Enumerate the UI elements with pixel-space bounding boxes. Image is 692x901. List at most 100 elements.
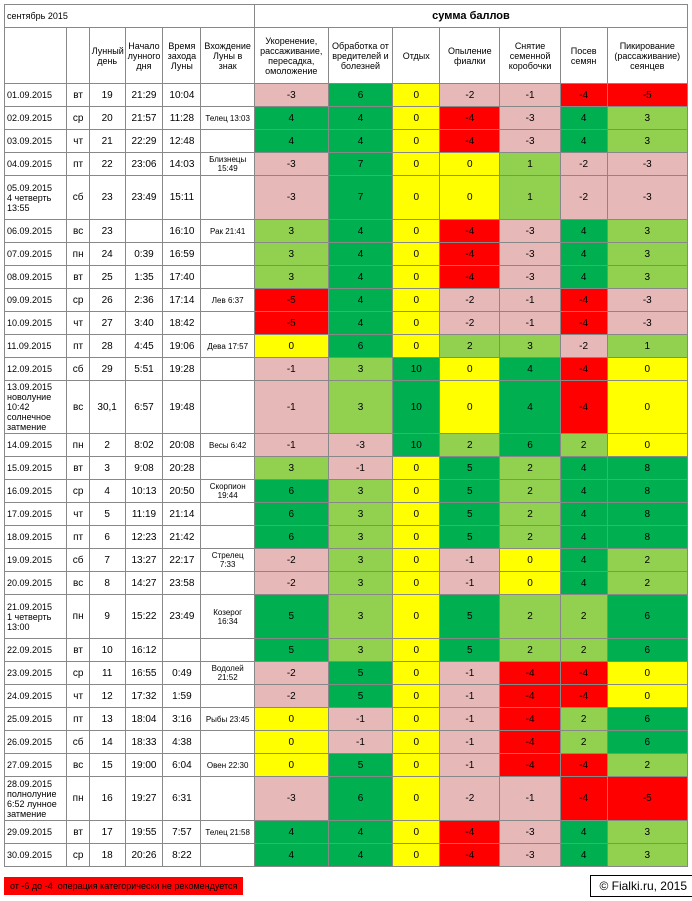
- sign-entry: Близнецы 15:49: [201, 153, 255, 176]
- set-time: 17:14: [163, 289, 201, 312]
- set-time: 7:57: [163, 821, 201, 844]
- sign-entry: [201, 381, 255, 434]
- score-cell: -2: [560, 176, 607, 220]
- date-cell: 04.09.2015: [5, 153, 67, 176]
- score-cell: 0: [393, 130, 440, 153]
- score-cell: -2: [440, 777, 500, 821]
- lunar-day: 23: [89, 220, 125, 243]
- score-cell: 6: [607, 731, 687, 754]
- dow-cell: вс: [67, 754, 89, 777]
- start-time: 21:57: [125, 107, 163, 130]
- start-time: 1:35: [125, 266, 163, 289]
- score-cell: 3: [607, 844, 687, 867]
- set-time: 18:42: [163, 312, 201, 335]
- date-cell: 09.09.2015: [5, 289, 67, 312]
- set-time: [163, 639, 201, 662]
- sign-entry: [201, 176, 255, 220]
- score-cell: 4: [560, 480, 607, 503]
- col-header: Укоренение, рассаживание, пересадка, омо…: [254, 28, 328, 84]
- set-time: 19:06: [163, 335, 201, 358]
- dow-cell: вт: [67, 821, 89, 844]
- score-cell: 3: [254, 243, 328, 266]
- score-cell: 2: [500, 526, 560, 549]
- score-cell: -4: [560, 662, 607, 685]
- score-cell: 3: [607, 130, 687, 153]
- score-cell: -4: [500, 662, 560, 685]
- date-cell: 24.09.2015: [5, 685, 67, 708]
- date-cell: 25.09.2015: [5, 708, 67, 731]
- col-header: Вхождение Луны в знак: [201, 28, 255, 84]
- dow-cell: чт: [67, 130, 89, 153]
- score-cell: 2: [440, 335, 500, 358]
- score-cell: 8: [607, 526, 687, 549]
- set-time: 10:04: [163, 84, 201, 107]
- score-cell: 4: [560, 821, 607, 844]
- score-cell: 4: [500, 381, 560, 434]
- dow-cell: ср: [67, 107, 89, 130]
- start-time: 2:36: [125, 289, 163, 312]
- score-cell: -4: [560, 685, 607, 708]
- score-cell: 1: [500, 153, 560, 176]
- score-cell: 0: [393, 639, 440, 662]
- score-cell: 0: [393, 821, 440, 844]
- score-cell: 0: [393, 549, 440, 572]
- score-cell: -4: [560, 754, 607, 777]
- sign-entry: Рак 21:41: [201, 220, 255, 243]
- score-cell: -1: [440, 662, 500, 685]
- sign-entry: Весы 6:42: [201, 434, 255, 457]
- sign-entry: Водолей 21:52: [201, 662, 255, 685]
- score-cell: -4: [560, 777, 607, 821]
- start-time: 23:06: [125, 153, 163, 176]
- score-cell: 3: [328, 381, 393, 434]
- start-time: 18:04: [125, 708, 163, 731]
- sign-entry: Скорпион 19:44: [201, 480, 255, 503]
- score-cell: 6: [254, 526, 328, 549]
- score-cell: 4: [560, 266, 607, 289]
- score-cell: 3: [328, 358, 393, 381]
- score-cell: -1: [500, 312, 560, 335]
- lunar-day: 13: [89, 708, 125, 731]
- lunar-day: 10: [89, 639, 125, 662]
- copyright: © Fialki.ru, 2015: [590, 875, 692, 897]
- set-time: 14:03: [163, 153, 201, 176]
- date-cell: 01.09.2015: [5, 84, 67, 107]
- score-cell: 4: [328, 821, 393, 844]
- sign-entry: [201, 130, 255, 153]
- score-cell: 4: [254, 821, 328, 844]
- lunar-day: 25: [89, 266, 125, 289]
- score-cell: -1: [440, 549, 500, 572]
- dow-cell: вс: [67, 220, 89, 243]
- score-cell: 3: [328, 639, 393, 662]
- start-time: 18:33: [125, 731, 163, 754]
- dow-cell: чт: [67, 312, 89, 335]
- score-cell: 4: [560, 503, 607, 526]
- score-cell: 3: [328, 549, 393, 572]
- start-time: [125, 220, 163, 243]
- date-cell: 22.09.2015: [5, 639, 67, 662]
- score-cell: 0: [254, 335, 328, 358]
- score-cell: 4: [328, 266, 393, 289]
- score-cell: -1: [328, 731, 393, 754]
- start-time: 13:27: [125, 549, 163, 572]
- start-time: 21:29: [125, 84, 163, 107]
- sign-entry: Рыбы 23:45: [201, 708, 255, 731]
- score-cell: 4: [560, 243, 607, 266]
- score-cell: 6: [328, 777, 393, 821]
- dow-cell: вс: [67, 381, 89, 434]
- score-cell: -4: [440, 243, 500, 266]
- score-cell: 4: [328, 220, 393, 243]
- sign-entry: [201, 731, 255, 754]
- score-cell: 0: [393, 220, 440, 243]
- score-cell: -2: [254, 572, 328, 595]
- score-cell: 0: [393, 503, 440, 526]
- lunar-day: 3: [89, 457, 125, 480]
- set-time: 23:49: [163, 595, 201, 639]
- score-cell: 2: [560, 434, 607, 457]
- score-cell: 1: [500, 176, 560, 220]
- score-cell: 0: [440, 153, 500, 176]
- score-cell: -2: [440, 289, 500, 312]
- col-header: Время захода Луны: [163, 28, 201, 84]
- score-cell: 2: [607, 549, 687, 572]
- score-cell: 5: [328, 754, 393, 777]
- lunar-day: 22: [89, 153, 125, 176]
